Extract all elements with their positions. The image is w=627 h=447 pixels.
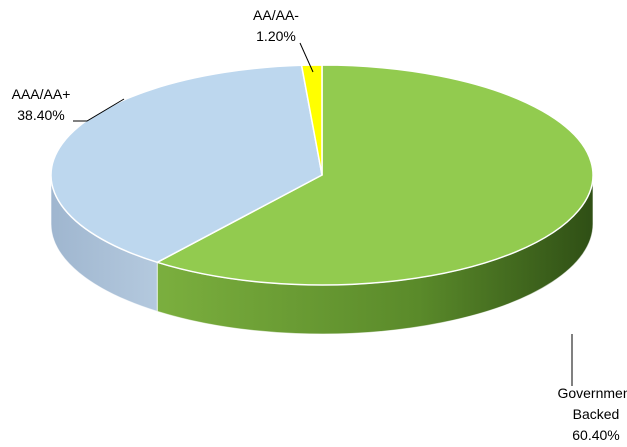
slice-aaa-aa <box>50 64 323 264</box>
category-label-aaa-aa: AAA/AA+ <box>12 86 71 102</box>
leader-line-aaa-aa <box>73 98 125 122</box>
pie-top-slices <box>50 64 594 286</box>
slice-aa-aa <box>300 64 323 176</box>
pie-labels: Government Backed 60.40% AAA/AA+ 38.40% AA/AA… <box>12 7 627 443</box>
leader-line-aa-aa <box>299 42 314 73</box>
category-label-government-backed: Backed <box>573 406 620 422</box>
category-label-government-backed: Government <box>557 385 627 401</box>
value-label-aaa-aa: 38.40% <box>17 107 64 123</box>
category-label-aa-aa: AA/AA- <box>253 7 299 23</box>
value-label-aa-aa: 1.20% <box>256 28 296 44</box>
value-label-government-backed: 60.40% <box>572 427 619 443</box>
slice-government-backed <box>156 64 594 286</box>
